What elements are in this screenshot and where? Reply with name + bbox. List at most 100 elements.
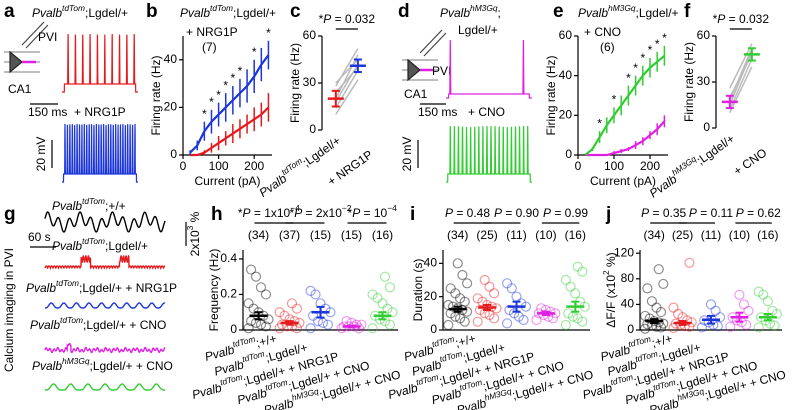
- genotype-label-part: Pvalb: [440, 6, 470, 20]
- p-value-part: = 2x10: [302, 206, 342, 220]
- significance-mark: *: [252, 45, 257, 59]
- region-label: CA1: [8, 82, 32, 96]
- calcium-trace: [44, 211, 166, 233]
- data-point: [703, 317, 714, 328]
- p-value-part: P: [243, 206, 251, 220]
- data-point: [653, 264, 664, 275]
- panel-label: i: [410, 204, 415, 225]
- y-tick-label: 0: [703, 120, 710, 134]
- p-value-part: = 0.35: [649, 206, 686, 220]
- significance-mark: *: [655, 37, 660, 51]
- data-point: [771, 308, 782, 320]
- x-tick-label-part: Pvalb: [581, 381, 614, 402]
- y-axis-label: Frequency (Hz): [207, 249, 221, 332]
- y-tick-label: 0.2: [220, 287, 237, 301]
- x-tick-label-part: tdTom: [439, 349, 464, 365]
- data-point: [565, 281, 576, 292]
- y-axis-label: Firing rate (Hz): [544, 55, 558, 135]
- data-point: [710, 305, 721, 316]
- neuron-schematic-a: [4, 21, 49, 74]
- data-point: [758, 289, 769, 300]
- series-line: [584, 54, 666, 156]
- pair-line: [335, 70, 359, 109]
- amplitude-scale-label-part: 2x10: [188, 230, 202, 256]
- y-tick-label: 30: [697, 74, 711, 88]
- voltage-trace: [62, 123, 138, 183]
- data-point: [336, 323, 347, 334]
- data-point: [382, 303, 393, 314]
- genotype-label-part: tdTom: [62, 3, 85, 13]
- data-point: [384, 319, 396, 330]
- p-value-part: = 0.11: [697, 206, 733, 220]
- p-value: *P = 2x10−2: [290, 203, 352, 220]
- p-value-part: = 10: [360, 206, 387, 220]
- trace-label-part: Pvalb: [30, 318, 60, 332]
- data-point: [356, 319, 367, 330]
- data-point: [260, 289, 272, 300]
- data-point: [563, 308, 574, 319]
- p-value-part: −2: [342, 203, 352, 213]
- n-label: (37): [279, 228, 300, 242]
- n-label: (10): [535, 228, 556, 242]
- pair-line: [335, 79, 359, 115]
- significance-mark: *: [626, 71, 631, 85]
- x-tick-label-part: ;+/+: [254, 331, 278, 350]
- p-value-part: = 1x10: [251, 206, 291, 220]
- voltage-scale-label: 20 mV: [400, 137, 414, 172]
- trace-label-part: tdTom: [60, 315, 83, 325]
- y-axis-label: Firing rate (Hz): [682, 42, 696, 122]
- data-point: [379, 271, 391, 282]
- significance-mark: *: [216, 88, 221, 102]
- data-point: [642, 319, 653, 330]
- data-point: [462, 306, 473, 317]
- data-point: [506, 283, 517, 294]
- y-tick-label: 0: [430, 322, 437, 336]
- data-point: [245, 264, 257, 275]
- data-point: [658, 318, 669, 329]
- amplitude-scale-label-part: 3: [185, 225, 195, 230]
- data-point: [658, 278, 669, 290]
- p-value-part: −4: [387, 203, 397, 213]
- n-label: (11): [506, 228, 526, 242]
- data-point: [753, 322, 764, 333]
- panel-label: g: [4, 204, 16, 225]
- data-point: [484, 281, 495, 292]
- n-label: (34): [644, 228, 665, 242]
- y-tick-label: 0: [230, 322, 237, 336]
- data-point: [753, 286, 764, 297]
- data-point: [767, 305, 778, 316]
- y-tick-label: 120: [614, 245, 634, 259]
- data-point: [248, 303, 259, 314]
- p-value-part: *: [713, 12, 718, 26]
- significance-mark: *: [209, 95, 214, 109]
- significance-mark: *: [640, 51, 645, 65]
- trace-label-part: tdTom: [82, 196, 105, 206]
- cell-label: PVI: [38, 30, 57, 44]
- panel-label: b: [146, 1, 158, 22]
- trace-label-part: Pvalb: [26, 281, 56, 295]
- data-point: [651, 302, 662, 313]
- series-line: [190, 106, 270, 157]
- y-tick-label: 40: [164, 52, 178, 66]
- p-value: P = 0.62: [736, 206, 781, 220]
- legend-entry-part: + NRG1P: [186, 25, 238, 39]
- n-label: (16): [565, 228, 586, 242]
- n-label: (16): [372, 228, 393, 242]
- trace-label-part: Pvalb: [52, 239, 82, 253]
- data-point: [511, 291, 522, 302]
- data-point: [572, 313, 583, 324]
- data-point: [712, 321, 723, 332]
- p-value-part: P: [736, 206, 744, 220]
- data-point: [452, 258, 463, 269]
- y-tick-label: 40: [621, 297, 635, 311]
- p-value: *P = 1x10−4: [238, 203, 300, 220]
- x-tick-label: + NRG1P: [325, 148, 375, 189]
- significance-mark: *: [231, 71, 236, 85]
- significance-mark: *: [266, 26, 271, 40]
- x-tick-label-part: Pvalb: [387, 381, 420, 402]
- data-point: [443, 299, 454, 311]
- data-point: [459, 316, 470, 327]
- calcium-trace: [45, 383, 165, 391]
